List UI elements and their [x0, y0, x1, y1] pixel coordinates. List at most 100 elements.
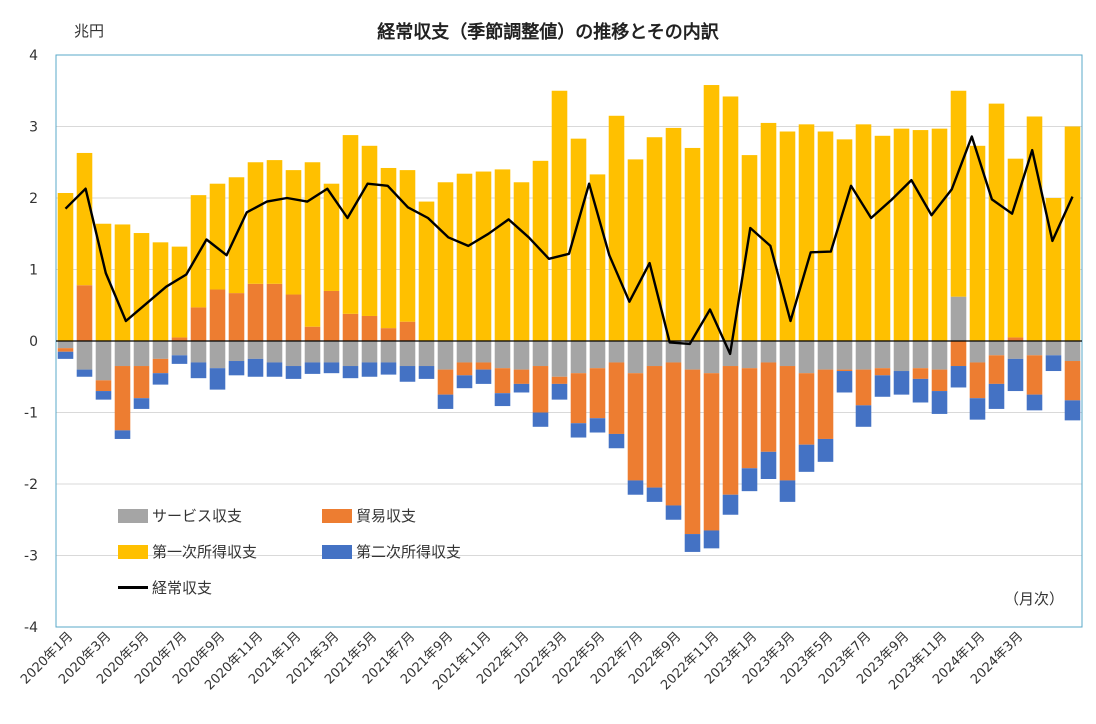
y-tick-label: 2 — [29, 191, 38, 207]
bar-primary-income — [361, 145, 378, 316]
bar-trade — [513, 369, 530, 384]
legend-item-current-account: 経常収支 — [118, 577, 212, 598]
bar-trade — [855, 369, 872, 406]
bar-primary-income — [1064, 126, 1081, 341]
bar-trade — [228, 293, 245, 341]
bar-primary-income — [76, 152, 93, 286]
bar-secondary-income — [589, 418, 606, 433]
bar-services — [133, 341, 150, 367]
legend-label-trade: 貿易収支 — [356, 507, 417, 525]
bar-secondary-income — [684, 534, 701, 552]
bar-secondary-income — [646, 487, 663, 502]
legend-item-trade: 貿易収支 — [322, 505, 416, 526]
legend-swatch-services — [118, 508, 148, 523]
y-tick-label: 0 — [29, 334, 38, 350]
bar-services — [912, 341, 929, 369]
bar-services — [627, 341, 644, 374]
bar-trade — [969, 362, 986, 399]
bar-trade — [1026, 355, 1043, 395]
bar-services — [152, 341, 169, 359]
bar-secondary-income — [399, 366, 416, 382]
bar-secondary-income — [969, 398, 986, 420]
bar-primary-income — [608, 115, 625, 342]
bar-trade — [570, 373, 587, 424]
bar-primary-income — [171, 246, 188, 338]
chart-title: 経常収支（季節調整値）の推移とその内訳 — [377, 22, 719, 43]
y-tick-label: -1 — [24, 406, 38, 422]
bar-services — [418, 341, 435, 367]
bar-services — [1064, 341, 1081, 362]
bar-secondary-income — [532, 412, 549, 427]
bar-primary-income — [494, 169, 511, 341]
bar-primary-income — [589, 174, 606, 341]
bar-primary-income — [912, 130, 929, 341]
bar-primary-income — [950, 90, 967, 297]
bar-services — [285, 341, 302, 367]
bar-trade — [76, 285, 93, 341]
bar-trade — [1064, 361, 1081, 401]
bar-secondary-income — [304, 362, 321, 374]
bar-primary-income — [266, 160, 283, 284]
bar-secondary-income — [931, 391, 948, 414]
bar-trade — [741, 368, 758, 469]
current-account-line — [64, 135, 1074, 356]
bar-primary-income — [570, 138, 587, 341]
bar-primary-income — [988, 103, 1005, 342]
bar-primary-income — [855, 124, 872, 341]
bar-services — [399, 341, 416, 367]
bar-services — [266, 341, 283, 363]
bar-trade — [931, 369, 948, 392]
current-account-series-line — [64, 135, 1074, 356]
bar-secondary-income — [798, 444, 815, 472]
bar-services — [570, 341, 587, 374]
bar-secondary-income — [950, 366, 967, 388]
bar-services — [456, 341, 473, 363]
bar-services — [475, 341, 492, 363]
bar-trade — [209, 289, 226, 341]
bar-primary-income — [304, 162, 321, 327]
bar-primary-income — [399, 170, 416, 322]
bar-services — [703, 341, 720, 374]
bar-secondary-income — [703, 530, 720, 549]
bar-secondary-income — [418, 366, 435, 379]
bar-services — [95, 341, 112, 381]
bar-trade — [912, 368, 929, 379]
bar-services — [836, 341, 853, 370]
bar-trade — [874, 368, 891, 376]
bar-services — [551, 341, 568, 377]
bar-secondary-income — [570, 423, 587, 438]
bar-trade — [1007, 337, 1024, 341]
bar-trade — [95, 380, 112, 392]
bar-services — [1007, 341, 1024, 359]
bar-services — [247, 341, 264, 359]
bar-services — [779, 341, 796, 367]
bar-secondary-income — [323, 362, 340, 374]
bar-secondary-income — [361, 362, 378, 377]
bar-secondary-income — [912, 378, 929, 403]
bar-services — [513, 341, 530, 370]
bar-secondary-income — [285, 366, 302, 379]
bar-services — [988, 341, 1005, 356]
bar-secondary-income — [437, 394, 454, 409]
bar-services — [760, 341, 777, 363]
bar-trade — [266, 283, 283, 341]
bar-secondary-income — [779, 480, 796, 502]
bar-secondary-income — [817, 438, 834, 462]
bar-trade — [247, 283, 264, 341]
bar-primary-income — [893, 128, 910, 341]
bar-primary-income — [247, 162, 264, 284]
bar-trade — [133, 366, 150, 399]
bar-services — [361, 341, 378, 363]
bar-services — [342, 341, 359, 367]
bar-primary-income — [114, 224, 131, 341]
bar-trade — [608, 362, 625, 434]
bar-primary-income — [779, 131, 796, 341]
bar-secondary-income — [760, 451, 777, 479]
bar-trade — [627, 373, 644, 481]
legend-label-services: サービス収支 — [152, 507, 243, 525]
y-tick-label: -2 — [24, 477, 38, 493]
bar-secondary-income — [342, 366, 359, 379]
bar-primary-income — [969, 145, 986, 341]
bar-trade — [342, 313, 359, 341]
bar-secondary-income — [95, 391, 112, 400]
